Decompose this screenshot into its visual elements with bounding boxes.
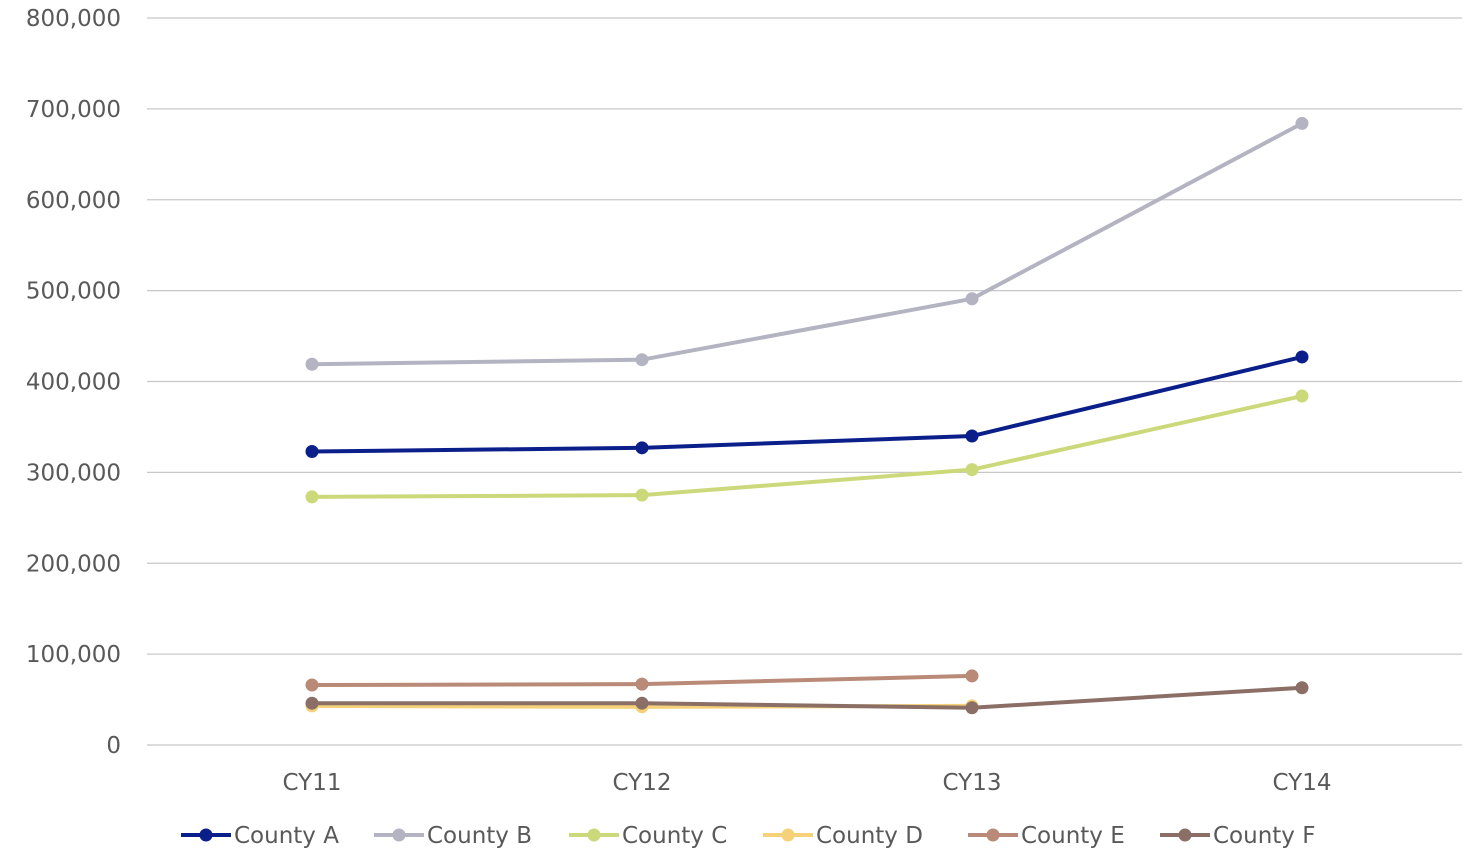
x-tick-label: CY11 (283, 770, 342, 796)
series-line (310, 121, 1304, 367)
data-point (965, 701, 979, 715)
legend-label: County D (816, 823, 923, 849)
data-point (635, 353, 649, 367)
legend-item: County B (374, 823, 532, 849)
x-tick-label: CY14 (1273, 770, 1332, 796)
legend-label: County E (1021, 823, 1125, 849)
data-point (965, 669, 979, 683)
y-tick-label: 500,000 (26, 279, 121, 305)
data-point (1295, 116, 1309, 130)
data-point (965, 292, 979, 306)
series-county-a (305, 350, 1309, 458)
data-point (635, 677, 649, 691)
series-lines (305, 116, 1309, 715)
legend-label: County F (1213, 823, 1315, 849)
legend-swatch-marker (986, 828, 1000, 842)
legend-label: County B (427, 823, 532, 849)
legend-item: County E (968, 823, 1125, 849)
y-tick-label: 0 (106, 733, 121, 759)
data-point (305, 444, 319, 458)
legend-label: County A (234, 823, 339, 849)
data-point (635, 441, 649, 455)
y-tick-label: 600,000 (26, 188, 121, 214)
series-county-f (305, 681, 1309, 715)
series-county-e (305, 669, 979, 692)
legend-label: County C (622, 823, 727, 849)
series-line (310, 394, 1304, 499)
data-point (1295, 389, 1309, 403)
y-tick-label: 100,000 (26, 642, 121, 668)
data-point (965, 429, 979, 443)
x-tick-label: CY13 (943, 770, 1002, 796)
data-point (1295, 350, 1309, 364)
x-axis-tick-labels: CY11 CY12 CY13 CY14 (283, 770, 1332, 796)
data-point (635, 696, 649, 710)
data-point (305, 357, 319, 371)
legend-swatch-marker (199, 828, 213, 842)
legend-swatch-marker (392, 828, 406, 842)
data-point (305, 490, 319, 504)
legend-item: County F (1160, 823, 1315, 849)
series-county-b (305, 116, 1309, 371)
y-axis-tick-labels: 0 100,000 200,000 300,000 400,000 500,000 600,… (26, 6, 121, 759)
x-tick-label: CY12 (613, 770, 672, 796)
data-point (1295, 681, 1309, 695)
legend-swatch-marker (587, 828, 601, 842)
y-tick-label: 300,000 (26, 460, 121, 486)
series-line (310, 685, 1304, 710)
data-point (635, 488, 649, 502)
y-tick-label: 200,000 (26, 551, 121, 577)
data-point (305, 696, 319, 710)
legend-swatch-marker (1178, 828, 1192, 842)
legend: County A County B County C County D County E… (181, 823, 1315, 849)
series-county-c (305, 389, 1309, 504)
y-tick-label: 700,000 (26, 97, 121, 123)
data-point (305, 678, 319, 692)
series-line (310, 354, 1304, 454)
legend-swatch-marker (781, 828, 795, 842)
legend-item: County D (763, 823, 923, 849)
y-tick-label: 800,000 (26, 6, 121, 32)
data-point (965, 463, 979, 477)
legend-item: County C (569, 823, 727, 849)
y-tick-label: 400,000 (26, 370, 121, 396)
legend-item: County A (181, 823, 339, 849)
gridlines (147, 17, 1462, 746)
